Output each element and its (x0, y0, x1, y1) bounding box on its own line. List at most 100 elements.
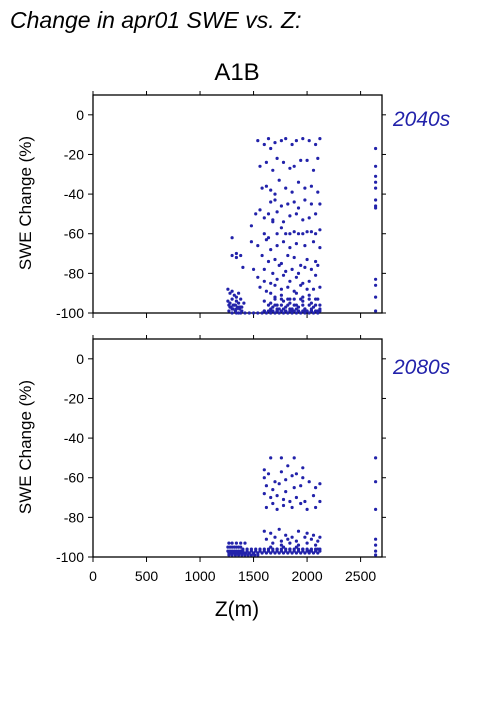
data-point (294, 275, 298, 279)
data-point (374, 295, 378, 299)
data-point (303, 499, 307, 504)
data-point (294, 551, 298, 555)
data-point (316, 551, 320, 555)
data-point (299, 484, 303, 488)
data-point (262, 476, 266, 480)
data-point (264, 289, 268, 293)
data-point (273, 303, 277, 307)
data-point (294, 291, 298, 295)
data-point (275, 507, 279, 511)
data-point (269, 200, 273, 204)
data-point (284, 232, 288, 236)
data-point (294, 212, 298, 216)
data-point (233, 553, 237, 557)
data-point (234, 545, 238, 549)
data-point (275, 494, 279, 498)
data-point (279, 293, 283, 297)
data-point (286, 551, 290, 555)
period-label: 2040s (392, 108, 451, 131)
data-point (256, 244, 260, 248)
data-point (303, 198, 307, 202)
data-point (314, 543, 318, 547)
data-point (294, 545, 298, 549)
data-point (234, 295, 238, 299)
data-point (307, 311, 311, 315)
data-point (284, 490, 288, 494)
data-point (309, 309, 313, 313)
data-point (299, 158, 303, 162)
data-point (273, 192, 277, 196)
data-point (318, 499, 322, 504)
data-point (271, 309, 275, 313)
data-point (262, 309, 266, 313)
data-point (318, 202, 322, 206)
data-point (303, 265, 307, 269)
data-point (290, 535, 294, 539)
data-point (305, 158, 309, 162)
data-point (230, 311, 234, 315)
y-tick-label: -100 (56, 549, 84, 565)
data-point (294, 303, 298, 307)
data-point (262, 216, 266, 220)
data-point (311, 168, 316, 172)
data-point (307, 297, 311, 301)
data-point (303, 311, 307, 315)
data-point (275, 244, 279, 248)
data-point (262, 529, 266, 533)
data-point (301, 303, 305, 307)
data-point (318, 549, 322, 553)
data-point (307, 216, 311, 220)
data-point (305, 287, 309, 291)
data-point (296, 232, 301, 236)
data-point (301, 299, 305, 303)
data-point (318, 482, 322, 486)
data-point (301, 232, 305, 236)
data-point (288, 541, 292, 545)
y-axis-label: SWE Change (%) (16, 136, 35, 270)
data-point (266, 236, 271, 240)
data-point (269, 531, 273, 535)
y-tick-label: -80 (64, 265, 84, 281)
data-point (231, 303, 235, 307)
data-point (316, 297, 320, 301)
data-point (294, 539, 298, 543)
data-point (281, 551, 286, 555)
data-point (286, 311, 290, 315)
data-point (269, 281, 273, 285)
data-point (273, 535, 277, 539)
figure-title: Change in apr01 SWE vs. Z: (10, 7, 301, 33)
data-point (262, 232, 266, 236)
data-point (240, 553, 244, 557)
data-point (318, 535, 322, 539)
data-point (311, 533, 316, 537)
data-point (281, 545, 286, 549)
data-point (301, 218, 305, 222)
data-point (314, 212, 318, 216)
data-point (277, 178, 281, 182)
data-point (279, 303, 283, 307)
data-point (286, 253, 290, 258)
data-point (249, 224, 253, 228)
data-point (273, 141, 277, 145)
y-tick-label: -40 (64, 430, 84, 446)
data-point (271, 541, 275, 545)
data-point (292, 549, 296, 553)
data-point (299, 551, 303, 555)
data-point (299, 297, 303, 301)
scenario-label: A1B (214, 59, 259, 86)
data-point (238, 305, 242, 309)
y-tick-label: 0 (76, 351, 84, 367)
data-point (264, 238, 268, 242)
data-point (281, 273, 286, 277)
data-point (240, 305, 244, 309)
data-point (281, 160, 286, 164)
data-point (266, 212, 271, 216)
data-point (303, 551, 307, 555)
data-point (374, 553, 378, 557)
data-point (288, 166, 292, 170)
data-point (374, 507, 378, 511)
data-point (241, 265, 245, 269)
data-point (271, 218, 275, 222)
data-point (233, 303, 237, 307)
data-point (316, 311, 320, 315)
